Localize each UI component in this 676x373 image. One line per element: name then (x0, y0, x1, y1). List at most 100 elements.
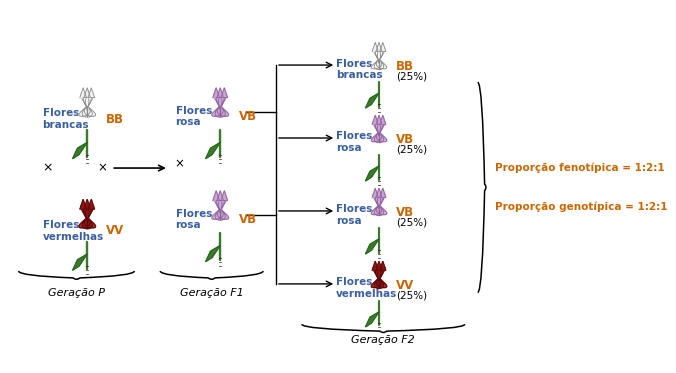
Polygon shape (366, 93, 379, 108)
Text: Geração F1: Geração F1 (180, 288, 243, 298)
Text: VB: VB (239, 110, 258, 123)
Polygon shape (82, 106, 93, 117)
Polygon shape (377, 194, 385, 209)
Polygon shape (371, 59, 382, 69)
Polygon shape (375, 278, 384, 288)
Text: ×: × (174, 157, 184, 170)
Polygon shape (217, 88, 224, 98)
Polygon shape (217, 106, 228, 116)
Polygon shape (375, 121, 383, 136)
Polygon shape (375, 132, 384, 142)
Polygon shape (375, 205, 384, 216)
Polygon shape (372, 261, 379, 270)
Text: Geração F2: Geração F2 (352, 335, 415, 345)
Polygon shape (216, 94, 224, 110)
Text: Proporção genotípica = 1:2:1: Proporção genotípica = 1:2:1 (495, 201, 667, 212)
Text: Flores
rosa: Flores rosa (336, 204, 372, 226)
Polygon shape (221, 88, 228, 98)
Text: (25%): (25%) (396, 144, 427, 154)
Polygon shape (218, 197, 226, 213)
Text: Flores
rosa: Flores rosa (176, 106, 212, 127)
Polygon shape (380, 43, 386, 51)
Polygon shape (376, 43, 382, 51)
Polygon shape (377, 59, 387, 69)
Text: Geração P: Geração P (47, 288, 105, 298)
Polygon shape (373, 194, 381, 209)
Polygon shape (84, 217, 95, 228)
Polygon shape (377, 205, 387, 215)
Polygon shape (375, 194, 383, 209)
Text: Flores
rosa: Flores rosa (336, 132, 372, 153)
Polygon shape (84, 200, 91, 209)
Polygon shape (366, 239, 379, 254)
Polygon shape (376, 115, 382, 125)
Polygon shape (82, 217, 93, 229)
Polygon shape (375, 59, 384, 69)
Polygon shape (380, 188, 386, 197)
Polygon shape (72, 142, 87, 159)
Polygon shape (84, 88, 91, 98)
Polygon shape (380, 261, 386, 270)
Polygon shape (366, 312, 379, 327)
Text: Flores
vermelhas: Flores vermelhas (43, 220, 104, 241)
Polygon shape (72, 254, 87, 270)
Polygon shape (377, 267, 385, 282)
Text: VV: VV (106, 224, 124, 237)
Polygon shape (373, 48, 381, 63)
Text: Flores
brancas: Flores brancas (43, 108, 89, 130)
Text: ×: × (43, 162, 53, 175)
Text: BB: BB (106, 113, 124, 126)
Polygon shape (371, 205, 382, 215)
Text: Flores
brancas: Flores brancas (336, 59, 383, 80)
Polygon shape (206, 245, 220, 262)
Polygon shape (216, 197, 224, 213)
Polygon shape (212, 209, 223, 219)
Text: (25%): (25%) (396, 290, 427, 300)
Polygon shape (377, 278, 387, 288)
Polygon shape (373, 267, 381, 282)
Polygon shape (375, 267, 383, 282)
Text: VB: VB (239, 213, 258, 226)
Polygon shape (79, 106, 90, 116)
Polygon shape (214, 94, 222, 110)
Text: (25%): (25%) (396, 71, 427, 81)
Polygon shape (376, 188, 382, 197)
Polygon shape (380, 115, 386, 125)
Polygon shape (83, 205, 91, 222)
Polygon shape (377, 121, 385, 136)
Polygon shape (85, 94, 93, 110)
Polygon shape (206, 142, 220, 159)
Text: Flores
rosa: Flores rosa (176, 209, 212, 231)
Polygon shape (375, 48, 383, 63)
Polygon shape (79, 217, 90, 228)
Polygon shape (88, 200, 95, 209)
Text: BB: BB (396, 60, 414, 73)
Text: ×: × (98, 162, 107, 175)
Polygon shape (377, 48, 385, 63)
Polygon shape (373, 121, 381, 136)
Polygon shape (377, 132, 387, 142)
Polygon shape (376, 261, 382, 270)
Polygon shape (85, 205, 93, 222)
Text: VV: VV (396, 279, 414, 292)
Polygon shape (372, 115, 379, 125)
Text: (25%): (25%) (396, 217, 427, 227)
Polygon shape (212, 106, 223, 116)
Polygon shape (372, 188, 379, 197)
Polygon shape (215, 209, 225, 220)
Polygon shape (371, 278, 382, 288)
Polygon shape (217, 209, 228, 219)
Polygon shape (84, 106, 95, 116)
Polygon shape (80, 88, 87, 98)
Polygon shape (218, 94, 226, 110)
Polygon shape (217, 191, 224, 201)
Polygon shape (214, 197, 222, 213)
Text: VB: VB (396, 133, 414, 146)
Polygon shape (213, 88, 220, 98)
Polygon shape (221, 191, 228, 201)
Polygon shape (88, 88, 95, 98)
Text: VB: VB (396, 206, 414, 219)
Polygon shape (81, 94, 89, 110)
Polygon shape (213, 191, 220, 201)
Polygon shape (215, 106, 225, 117)
